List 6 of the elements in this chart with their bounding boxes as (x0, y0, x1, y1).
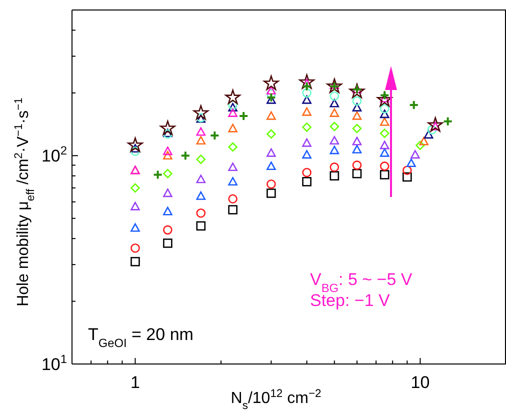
x-axis-title: N$_{s}$/10$^{12}$ cm$^{−2}$ (230, 388, 322, 412)
x-tick-label: 1 (130, 373, 140, 392)
y-tick-label: 10$^{2}$ (41, 144, 68, 166)
x-tick-label: 10 (410, 373, 430, 392)
y-tick-label: 10$^{1}$ (41, 352, 68, 374)
annotation: T$_{GeOI}$ = 20 nm (88, 325, 194, 350)
